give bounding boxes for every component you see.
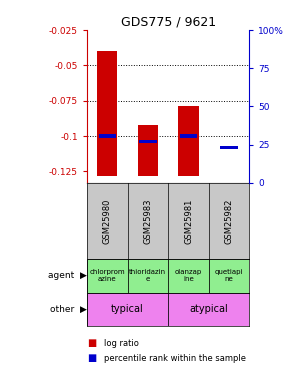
Title: GDS775 / 9621: GDS775 / 9621: [121, 16, 216, 29]
Text: percentile rank within the sample: percentile rank within the sample: [104, 354, 246, 363]
Bar: [139, 140, 157, 144]
Bar: [87, 292, 168, 326]
Text: quetiapi
ne: quetiapi ne: [215, 269, 243, 282]
Text: atypical: atypical: [189, 304, 228, 315]
Text: GSM25983: GSM25983: [143, 198, 153, 244]
Bar: [168, 259, 209, 292]
Text: log ratio: log ratio: [104, 339, 139, 348]
Bar: [99, 134, 116, 138]
Text: ■: ■: [87, 353, 96, 363]
Text: thioridazin
e: thioridazin e: [129, 269, 166, 282]
Text: GSM25981: GSM25981: [184, 198, 193, 244]
Text: typical: typical: [111, 304, 144, 315]
Bar: [87, 259, 128, 292]
Text: other  ▶: other ▶: [50, 305, 87, 314]
Bar: [168, 292, 249, 326]
Text: agent  ▶: agent ▶: [48, 272, 87, 280]
Text: GSM25982: GSM25982: [224, 198, 234, 244]
Text: ■: ■: [87, 338, 96, 348]
Bar: [138, 125, 158, 176]
Bar: [128, 259, 168, 292]
Bar: [178, 106, 199, 176]
Bar: [220, 146, 238, 149]
Bar: [180, 134, 197, 138]
Text: olanzap
ine: olanzap ine: [175, 269, 202, 282]
Bar: [209, 259, 249, 292]
Bar: [97, 51, 117, 176]
Text: chlorprom
azine: chlorprom azine: [90, 269, 125, 282]
Text: GSM25980: GSM25980: [103, 198, 112, 244]
